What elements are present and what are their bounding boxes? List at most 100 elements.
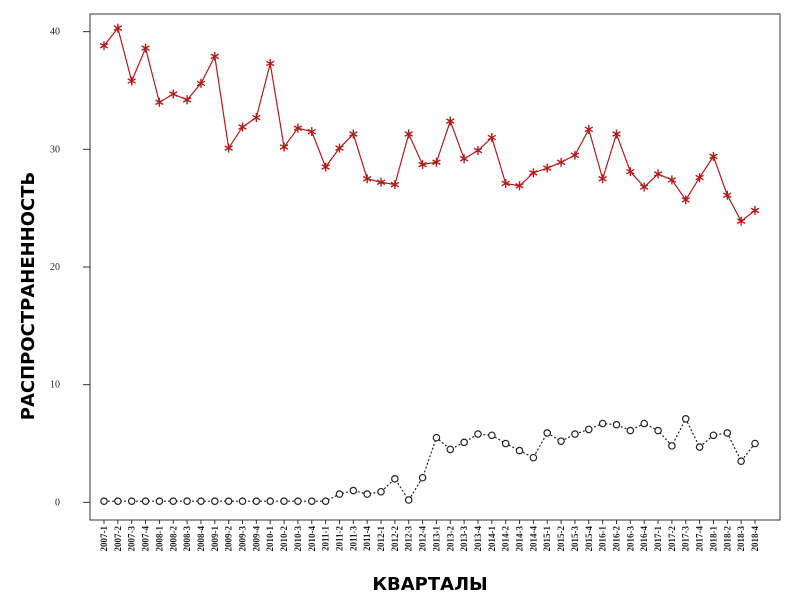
point — [432, 157, 441, 167]
point — [210, 51, 220, 61]
point — [252, 497, 261, 505]
point — [474, 430, 482, 438]
point — [224, 497, 233, 505]
x-tick-label: 2016-4 — [639, 526, 649, 552]
x-tick-label: 2007-1 — [99, 526, 109, 552]
x-tick-label: 2012-1 — [376, 526, 386, 552]
x-tick-label: 2009-3 — [238, 526, 248, 552]
point — [488, 431, 496, 440]
x-tick-label: 2012-2 — [390, 526, 400, 552]
point — [570, 150, 580, 160]
x-tick-label: 2015-3 — [570, 526, 580, 552]
point — [446, 445, 455, 454]
x-tick-label: 2010-1 — [265, 526, 275, 552]
point — [404, 129, 413, 139]
y-tick-label: 30 — [50, 144, 60, 155]
x-tick-label: 2015-4 — [584, 526, 594, 552]
point — [335, 490, 344, 498]
x-tick-label: 2008-2 — [168, 526, 178, 552]
point — [750, 206, 760, 216]
x-tick-label: 2013-2 — [445, 526, 455, 552]
point — [612, 129, 621, 139]
point — [196, 78, 206, 88]
x-axis-title: КВАРТАЛЫ — [372, 574, 487, 595]
point — [266, 497, 275, 505]
point — [127, 497, 136, 505]
point — [362, 174, 372, 184]
point — [169, 497, 178, 505]
point — [598, 174, 607, 184]
x-tick-label: 2017-1 — [653, 526, 663, 552]
point — [238, 122, 247, 132]
point — [681, 414, 690, 423]
x-tick-label: 2007-2 — [113, 526, 123, 552]
x-tick-label: 2016-3 — [625, 526, 635, 552]
point — [168, 89, 178, 99]
point — [183, 497, 191, 505]
point — [515, 181, 524, 191]
point — [182, 95, 192, 105]
point — [529, 453, 538, 462]
x-tick-label: 2009-2 — [224, 526, 234, 552]
point — [473, 146, 483, 156]
point — [99, 41, 109, 51]
point — [736, 216, 746, 226]
point — [155, 97, 164, 107]
point — [626, 167, 635, 177]
point — [114, 497, 122, 505]
x-tick-label: 2014-1 — [487, 526, 497, 552]
point — [654, 426, 662, 435]
point — [640, 419, 648, 428]
point — [459, 154, 469, 164]
x-tick-label: 2011-1 — [321, 526, 331, 552]
point — [294, 497, 302, 505]
point — [404, 496, 413, 504]
point — [321, 497, 330, 505]
point — [141, 497, 150, 505]
y-tick-label: 40 — [50, 27, 60, 38]
x-tick-label: 2010-3 — [293, 526, 303, 552]
x-tick-label: 2010-2 — [279, 526, 289, 552]
point — [584, 425, 593, 434]
x-tick-label: 2011-3 — [348, 526, 358, 552]
x-tick-label: 2010-4 — [307, 526, 317, 552]
y-tick-label: 20 — [50, 262, 60, 273]
point — [723, 429, 732, 437]
x-tick-label: 2014-3 — [515, 526, 525, 552]
point — [751, 439, 759, 448]
point — [349, 486, 358, 495]
point — [612, 420, 621, 429]
point — [584, 124, 594, 134]
point — [432, 433, 441, 442]
point — [639, 182, 649, 192]
point — [418, 160, 427, 170]
point — [709, 151, 718, 161]
point — [280, 497, 288, 505]
point — [668, 442, 676, 450]
point — [252, 113, 261, 123]
x-tick-label: 2012-4 — [418, 526, 428, 552]
point — [197, 497, 205, 505]
x-tick-label: 2018-2 — [722, 526, 732, 552]
point — [321, 162, 330, 172]
x-tick-label: 2012-3 — [404, 526, 414, 552]
point — [211, 497, 219, 505]
point — [598, 419, 607, 428]
point — [446, 116, 455, 126]
x-tick-label: 2014-4 — [528, 526, 538, 552]
point — [390, 180, 400, 190]
x-tick-label: 2018-4 — [750, 526, 760, 552]
point — [377, 487, 385, 496]
point — [391, 475, 399, 483]
x-tick-label: 2011-4 — [362, 526, 372, 552]
x-tick-label: 2016-2 — [611, 526, 621, 552]
point — [113, 23, 123, 33]
point — [542, 163, 552, 173]
x-tick-label: 2017-3 — [681, 526, 691, 552]
point — [487, 133, 497, 143]
y-axis-title: РАСПРОСТРАНЕННОСТЬ — [18, 172, 39, 421]
point — [709, 431, 718, 440]
point — [307, 497, 316, 505]
point — [515, 446, 524, 455]
